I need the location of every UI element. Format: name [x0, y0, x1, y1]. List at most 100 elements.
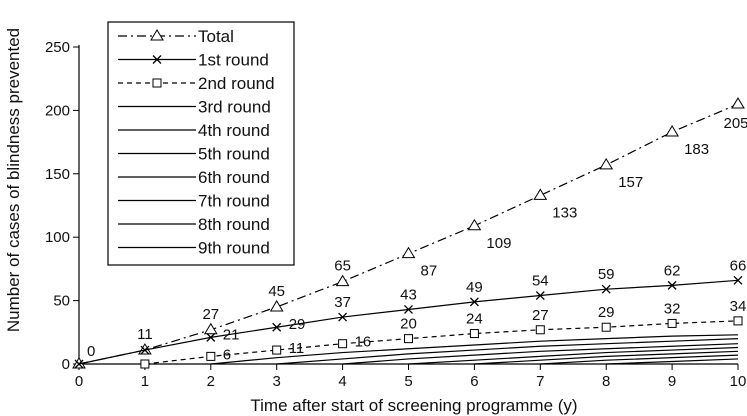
- data-label: 65: [334, 258, 351, 275]
- legend-item: Total: [118, 27, 234, 46]
- square-marker: [535, 325, 545, 335]
- legend-item: 8th round: [118, 215, 270, 234]
- legend-item: 2nd round: [118, 74, 275, 93]
- x-tick-label: 8: [602, 373, 610, 390]
- square-marker: [272, 345, 282, 355]
- series-line: [474, 350, 739, 365]
- y-tick-label: 100: [45, 229, 70, 246]
- data-label: 66: [730, 257, 747, 274]
- x-tick-label: 3: [273, 373, 281, 390]
- data-label: 29: [289, 316, 306, 333]
- square-marker: [338, 339, 348, 349]
- series-5th-round: [342, 343, 739, 365]
- series-total: [72, 97, 745, 369]
- cross-marker: [272, 322, 282, 332]
- data-label: 21: [223, 326, 240, 343]
- triangle-marker: [203, 322, 218, 335]
- square-marker: [140, 359, 150, 369]
- legend-label: 5th round: [198, 145, 270, 164]
- data-label: 6: [223, 346, 231, 363]
- legend-label: 2nd round: [198, 74, 275, 93]
- y-tick-label: 200: [45, 102, 70, 119]
- triangle-marker: [731, 97, 745, 109]
- legend-item: 3rd round: [118, 98, 271, 117]
- cross-marker: [152, 55, 162, 64]
- x-tick-label: 7: [536, 373, 544, 390]
- cross-marker: [667, 280, 677, 290]
- triangle-marker: [599, 157, 614, 170]
- series-3rd-round: [210, 334, 739, 365]
- series-line: [342, 343, 739, 365]
- triangle-marker: [269, 299, 284, 312]
- data-label: 37: [334, 294, 351, 311]
- square-marker: [404, 334, 413, 344]
- data-label: 24: [466, 311, 483, 328]
- legend: Total 1st round 2nd round 3rd round 4th roun…: [107, 21, 295, 266]
- cross-marker: [206, 332, 216, 342]
- y-tick-label: 0: [62, 356, 70, 373]
- x-axis-label: Time after start of screening programme …: [250, 396, 577, 415]
- data-label: 27: [202, 306, 219, 323]
- cross-marker: [733, 275, 743, 285]
- y-tick-label: 150: [45, 166, 70, 183]
- legend-item: 9th round: [118, 239, 270, 258]
- series-7th-round: [474, 350, 739, 365]
- cross-marker: [140, 345, 150, 355]
- legend-label: 9th round: [198, 239, 270, 258]
- x-tick-label: 6: [470, 373, 478, 390]
- series-line: [606, 358, 739, 365]
- legend-label: 1st round: [198, 51, 269, 70]
- x-tick-label: 5: [404, 373, 412, 390]
- data-label: 16: [355, 334, 372, 351]
- series-2nd-round: [140, 316, 743, 369]
- series-layer: [72, 97, 745, 369]
- triangle-marker: [150, 29, 164, 41]
- series-line: [540, 354, 739, 365]
- data-label: 20: [400, 316, 417, 333]
- legend-label: Total: [198, 27, 234, 46]
- cross-marker: [74, 359, 84, 369]
- triangle-marker: [401, 246, 416, 259]
- series-line: [210, 334, 739, 365]
- series-line: [144, 320, 739, 365]
- data-label: 29: [598, 304, 615, 321]
- data-label: 45: [268, 283, 285, 300]
- cross-marker: [535, 291, 545, 300]
- cross-marker: [404, 305, 413, 314]
- legend-label: 7th round: [198, 192, 270, 211]
- legend-item: 4th round: [118, 121, 270, 140]
- x-tick-label: 2: [207, 373, 215, 390]
- data-label: 43: [400, 286, 417, 303]
- series-1st-round: [74, 275, 743, 369]
- data-label: 32: [664, 300, 681, 317]
- square-marker: [667, 318, 677, 328]
- data-label: 0: [87, 343, 95, 360]
- data-label: 11: [137, 326, 153, 343]
- y-tick-label: 250: [45, 39, 70, 56]
- legend-item: 6th round: [118, 168, 270, 187]
- y-tick-label: 50: [53, 293, 70, 310]
- triangle-marker: [467, 218, 482, 231]
- cross-marker: [338, 312, 348, 322]
- square-marker: [733, 316, 743, 326]
- x-tick-label: 10: [730, 373, 747, 390]
- series-8th-round: [540, 354, 739, 365]
- x-tick-label: 1: [141, 373, 149, 390]
- legend-label: 6th round: [198, 168, 270, 187]
- data-label: 59: [598, 266, 615, 283]
- square-marker: [152, 78, 162, 88]
- series-6th-round: [408, 346, 739, 365]
- x-tick-label: 0: [75, 373, 83, 390]
- series-line: [408, 346, 739, 365]
- triangle-marker: [665, 124, 679, 137]
- square-marker: [206, 351, 216, 361]
- legend-label: 3rd round: [198, 98, 271, 117]
- data-label: 34: [730, 298, 747, 315]
- data-label: 27: [532, 307, 549, 324]
- legend-label: 4th round: [198, 121, 270, 140]
- data-label: 49: [466, 279, 483, 296]
- x-tick-label: 4: [338, 373, 346, 390]
- data-label: 157: [618, 174, 643, 191]
